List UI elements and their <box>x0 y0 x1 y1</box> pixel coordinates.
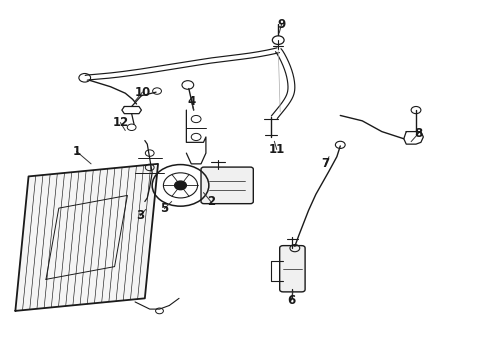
Polygon shape <box>15 164 158 311</box>
Text: 8: 8 <box>415 127 422 140</box>
Text: 4: 4 <box>187 95 196 108</box>
FancyBboxPatch shape <box>280 246 305 292</box>
Text: 12: 12 <box>112 116 128 129</box>
FancyBboxPatch shape <box>201 167 253 204</box>
Circle shape <box>174 181 186 190</box>
Text: 2: 2 <box>207 195 215 208</box>
Text: 10: 10 <box>134 86 150 99</box>
Text: 1: 1 <box>73 145 80 158</box>
Text: 11: 11 <box>269 143 285 156</box>
Text: 6: 6 <box>287 294 295 307</box>
Text: 3: 3 <box>136 210 144 222</box>
Text: 9: 9 <box>277 18 286 31</box>
Text: 7: 7 <box>321 157 330 170</box>
Text: 5: 5 <box>160 202 169 215</box>
